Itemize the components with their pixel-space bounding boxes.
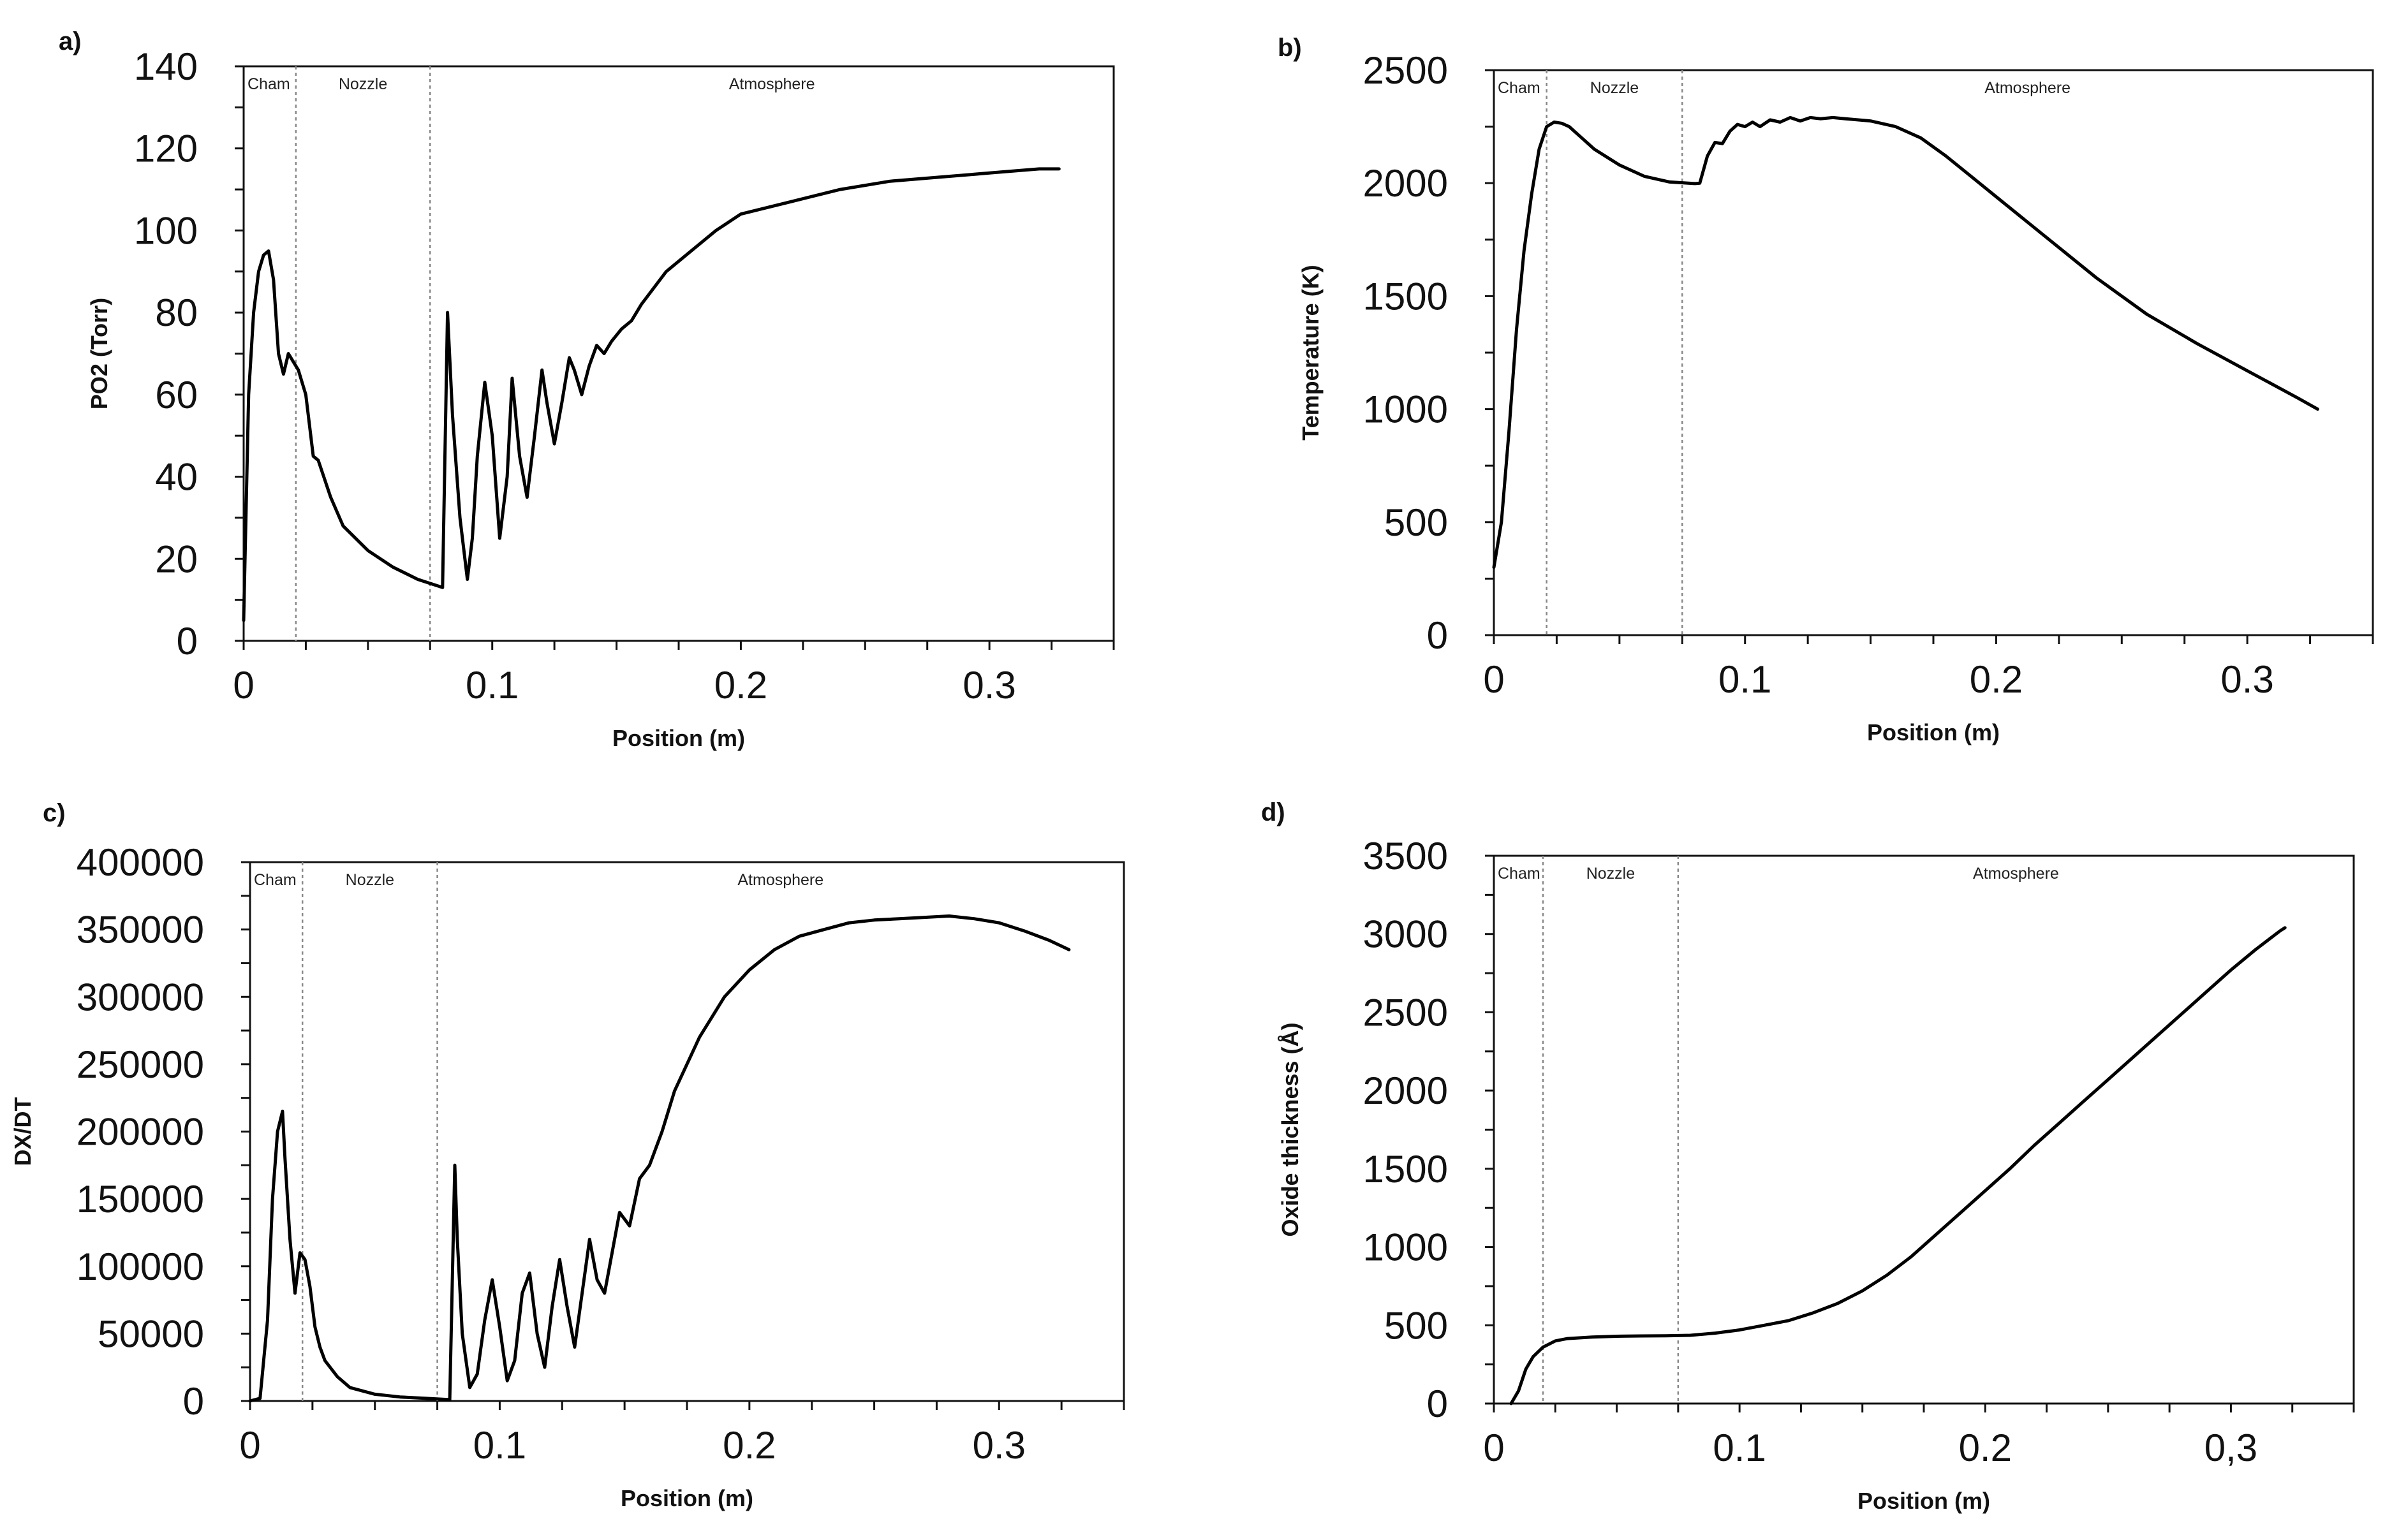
y-tick-label: 100 bbox=[134, 209, 198, 252]
y-tick-label: 300000 bbox=[77, 976, 204, 1018]
y-tick-label: 2000 bbox=[1363, 162, 1448, 205]
region-label: Atmosphere bbox=[729, 75, 815, 93]
y-axis-title: Temperature (K) bbox=[1297, 265, 1324, 440]
y-tick-label: 2000 bbox=[1363, 1069, 1448, 1112]
data-series-line bbox=[248, 914, 1071, 1403]
region-label: Cham bbox=[1498, 79, 1540, 97]
y-tick-label: 120 bbox=[134, 128, 198, 170]
y-tick-label: 80 bbox=[155, 291, 198, 334]
y-tick-label: 250000 bbox=[77, 1043, 204, 1086]
chart-panel-2: b) 0 0.1 0.2 0.3 0 500 1000 1500 2000 2500 Position… bbox=[1278, 34, 2374, 745]
x-axis-title: Position (m) bbox=[1857, 1488, 1990, 1514]
x-tick-label: 0.2 bbox=[723, 1424, 776, 1467]
y-tick-label: 150000 bbox=[77, 1178, 204, 1221]
x-tick-label: 0 bbox=[233, 664, 254, 707]
plot-frame bbox=[1493, 854, 2355, 1405]
y-tick-label: 40 bbox=[155, 456, 198, 499]
y-tick-label: 1500 bbox=[1363, 275, 1448, 318]
y-tick-label: 0 bbox=[183, 1380, 204, 1423]
region-label: Cham bbox=[247, 75, 290, 93]
y-tick-label: 350000 bbox=[77, 909, 204, 951]
y-tick-label: 500 bbox=[1384, 1304, 1448, 1347]
region-label: Atmosphere bbox=[1973, 865, 2059, 883]
region-label: Nozzle bbox=[346, 871, 394, 889]
data-series-line bbox=[1492, 115, 2319, 569]
y-axis-title: PO2 (Torr) bbox=[86, 298, 112, 409]
y-tick-label: 500 bbox=[1384, 501, 1448, 544]
y-tick-label: 2500 bbox=[1363, 49, 1448, 92]
x-tick-label: 0.2 bbox=[1959, 1426, 2012, 1469]
region-label: Atmosphere bbox=[1984, 79, 2071, 97]
panel-label: c) bbox=[43, 799, 66, 827]
x-tick-label: 0 bbox=[1483, 658, 1504, 701]
y-tick-label: 2500 bbox=[1363, 991, 1448, 1034]
plot-frame bbox=[1493, 69, 2374, 636]
x-tick-label: 0.1 bbox=[1713, 1426, 1766, 1469]
y-tick-label: 1500 bbox=[1363, 1148, 1448, 1191]
x-tick-label: 0.2 bbox=[1970, 658, 2023, 701]
y-tick-label: 60 bbox=[155, 374, 198, 416]
y-axis-title: DX/DT bbox=[10, 1097, 36, 1166]
region-label: Nozzle bbox=[339, 75, 387, 93]
x-tick-label: 0.2 bbox=[714, 664, 767, 707]
y-tick-label: 0 bbox=[1427, 1382, 1448, 1425]
x-axis-title: Position (m) bbox=[1867, 719, 2000, 745]
panel-label: d) bbox=[1261, 798, 1285, 826]
x-tick-label: 0,3 bbox=[2204, 1426, 2257, 1469]
data-series-line bbox=[1509, 926, 2287, 1405]
chart-panel-3: c) 0 0.1 0.2 0.3 0 50000 100000 150000 200000 2500… bbox=[10, 799, 1125, 1511]
region-label: Cham bbox=[254, 871, 297, 889]
y-tick-label: 400000 bbox=[77, 841, 204, 884]
region-label: Nozzle bbox=[1590, 79, 1639, 97]
plot-frame bbox=[249, 861, 1125, 1402]
y-tick-label: 200000 bbox=[77, 1111, 204, 1154]
y-tick-label: 1000 bbox=[1363, 1226, 1448, 1269]
x-tick-label: 0.1 bbox=[473, 1424, 526, 1467]
x-axis-title: Position (m) bbox=[612, 725, 745, 751]
y-tick-label: 50000 bbox=[98, 1312, 204, 1355]
x-tick-label: 0.1 bbox=[466, 664, 519, 707]
x-tick-label: 0 bbox=[239, 1424, 260, 1467]
region-label: Cham bbox=[1498, 865, 1540, 883]
y-tick-label: 20 bbox=[155, 538, 198, 580]
chart-panel-4: d) 0 0.1 0.2 0,3 0 500 1000 1500 2000 2500 3000 3500… bbox=[1261, 798, 2355, 1514]
x-tick-label: 0.3 bbox=[2220, 658, 2273, 701]
chart-panel-1: a) 0 0.1 0.2 0.3 0 20 40 60 80 100 120 140 Position (… bbox=[59, 27, 1115, 751]
x-tick-label: 0.1 bbox=[1718, 658, 1771, 701]
x-tick-label: 0 bbox=[1483, 1426, 1504, 1469]
y-tick-label: 140 bbox=[134, 45, 198, 88]
region-label: Nozzle bbox=[1586, 865, 1635, 883]
x-tick-label: 0.3 bbox=[963, 664, 1015, 707]
panel-label: b) bbox=[1278, 34, 1302, 62]
y-tick-label: 3000 bbox=[1363, 913, 1448, 956]
data-series-line bbox=[242, 167, 1061, 622]
y-tick-label: 0 bbox=[177, 620, 198, 663]
y-tick-label: 1000 bbox=[1363, 388, 1448, 431]
region-label: Atmosphere bbox=[737, 871, 823, 889]
panel-label: a) bbox=[59, 27, 82, 55]
y-tick-label: 0 bbox=[1427, 614, 1448, 657]
x-tick-label: 0.3 bbox=[973, 1424, 1026, 1467]
y-tick-label: 3500 bbox=[1363, 835, 1448, 877]
y-axis-title: Oxide thickness (Å) bbox=[1277, 1022, 1303, 1236]
y-tick-label: 100000 bbox=[77, 1245, 204, 1288]
x-axis-title: Position (m) bbox=[621, 1485, 753, 1511]
